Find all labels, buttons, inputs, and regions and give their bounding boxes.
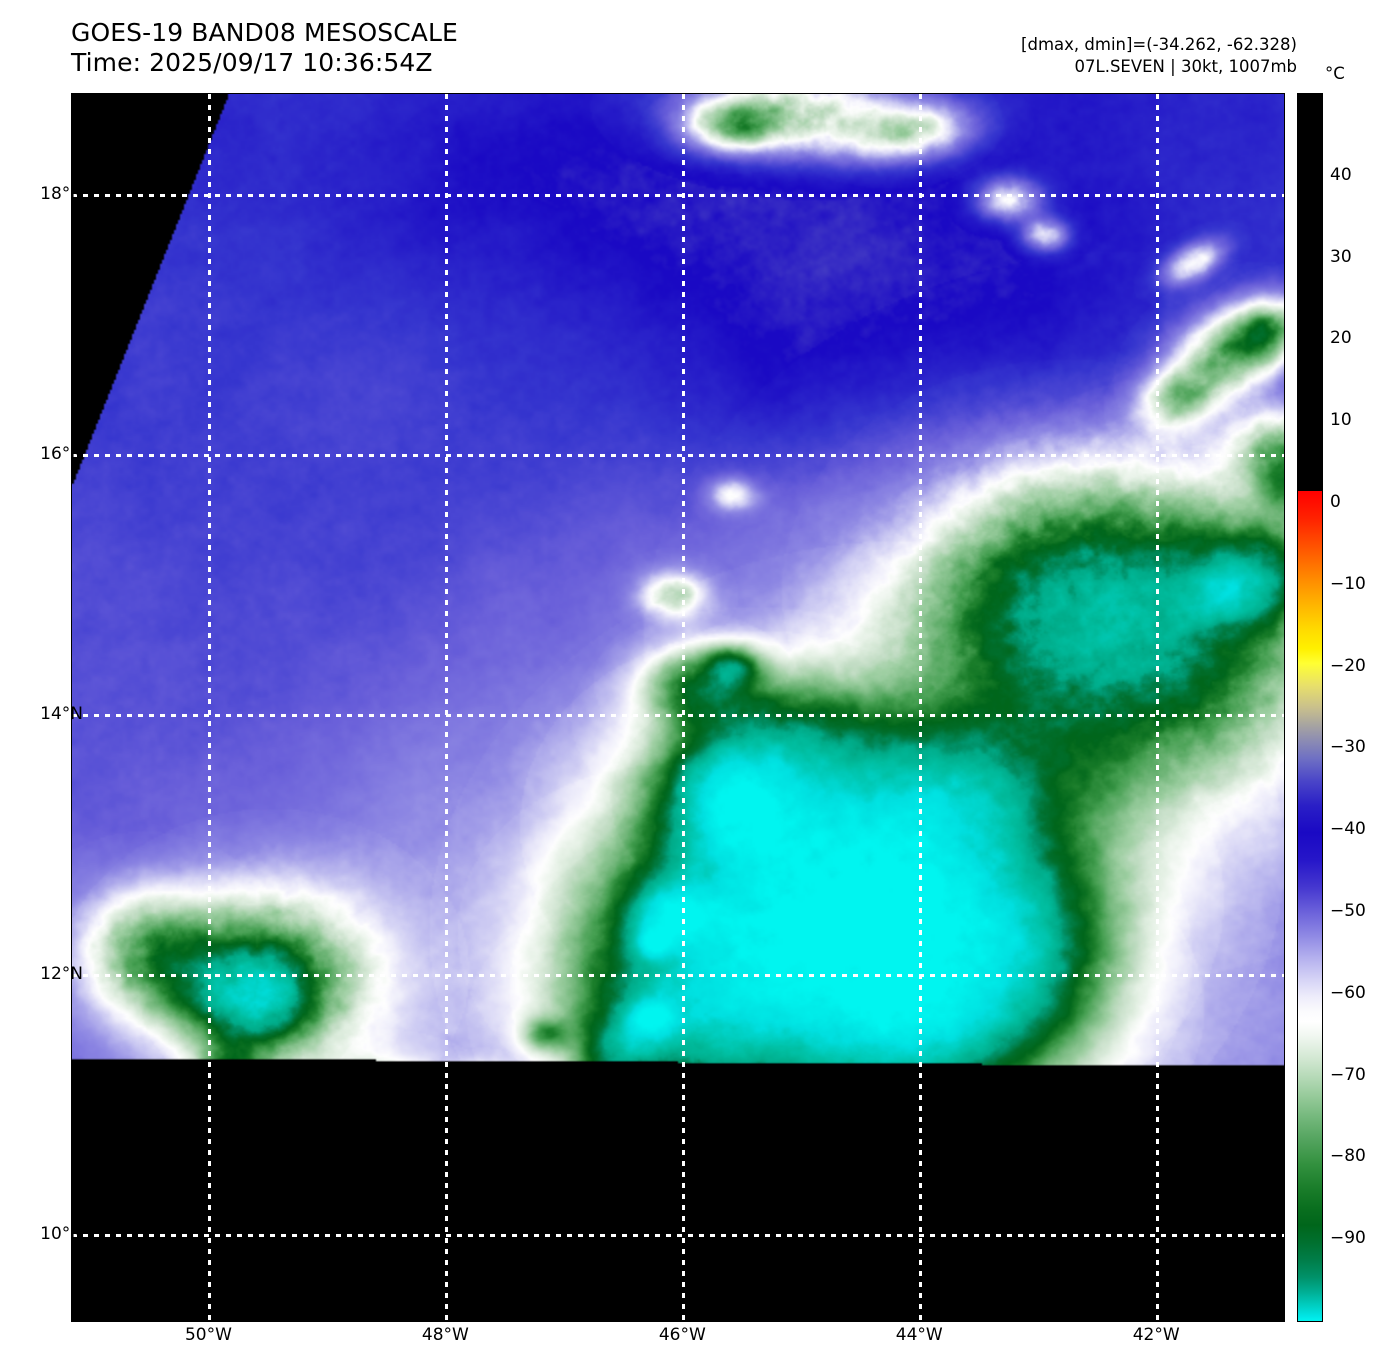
dminmax-readout: [dmax, dmin]=(-34.262, -62.328) — [1021, 35, 1297, 54]
ytick-label-12°N: 12°N — [40, 964, 83, 985]
gridline-latitude-18°N — [72, 194, 1284, 198]
colorbar-tick--10: −10 — [1330, 573, 1366, 594]
colorbar-tick--70: −70 — [1330, 1064, 1366, 1085]
gridline-latitude-16°N — [72, 454, 1284, 458]
storm-info: 07L.SEVEN | 30kt, 1007mb — [1074, 57, 1297, 76]
gridline-longitude-42°W — [1156, 94, 1160, 1321]
metadata-block: [dmax, dmin]=(-34.262, -62.328) 07L.SEVE… — [1021, 34, 1297, 78]
satellite-image-plot[interactable]: Copyright © 2020-2025 Dapiya — [71, 93, 1285, 1322]
gridline-longitude-48°W — [445, 94, 449, 1321]
gridline-latitude-12°N — [72, 974, 1284, 978]
xtick-label-44°W: 44°W — [895, 1325, 943, 1345]
xtick-label-50°W: 50°W — [184, 1325, 232, 1345]
colorbar-tick--30: −30 — [1330, 737, 1366, 758]
ytick-label-18°N: 18°N — [40, 184, 83, 205]
xtick-label-46°W: 46°W — [658, 1325, 706, 1345]
colorbar-gradient — [1298, 94, 1322, 1321]
satellite-imagery-canvas — [72, 94, 1284, 1321]
colorbar-tick--80: −80 — [1330, 1146, 1366, 1167]
colorbar-tick-30: 30 — [1330, 246, 1352, 267]
ytick-label-10°N: 10°N — [40, 1224, 83, 1245]
title-product: GOES-19 BAND08 MESOSCALE — [71, 18, 458, 47]
gridline-latitude-10°N — [72, 1234, 1284, 1238]
colorbar-tick--40: −40 — [1330, 819, 1366, 840]
colorbar[interactable] — [1297, 93, 1323, 1322]
gridline-longitude-46°W — [682, 94, 686, 1321]
xtick-label-42°W: 42°W — [1132, 1325, 1180, 1345]
colorbar-tick-0: 0 — [1330, 492, 1341, 512]
ytick-label-14°N: 14°N — [40, 704, 83, 725]
colorbar-unit-label: °C — [1325, 64, 1345, 83]
gridline-latitude-14°N — [72, 714, 1284, 718]
colorbar-tick--90: −90 — [1330, 1228, 1366, 1249]
xtick-label-48°W: 48°W — [421, 1325, 469, 1345]
colorbar-tick-20: 20 — [1330, 328, 1352, 349]
ytick-label-16°N: 16°N — [40, 444, 83, 465]
colorbar-tick-10: 10 — [1330, 410, 1352, 431]
gridline-longitude-50°W — [208, 94, 212, 1321]
page-title: GOES-19 BAND08 MESOSCALE Time: 2025/09/1… — [71, 18, 458, 78]
colorbar-tick--60: −60 — [1330, 982, 1366, 1003]
gridline-longitude-44°W — [919, 94, 923, 1321]
colorbar-tick-40: 40 — [1330, 164, 1352, 185]
colorbar-tick--50: −50 — [1330, 901, 1366, 921]
colorbar-tick--20: −20 — [1330, 655, 1366, 676]
title-timestamp: Time: 2025/09/17 10:36:54Z — [71, 48, 433, 77]
